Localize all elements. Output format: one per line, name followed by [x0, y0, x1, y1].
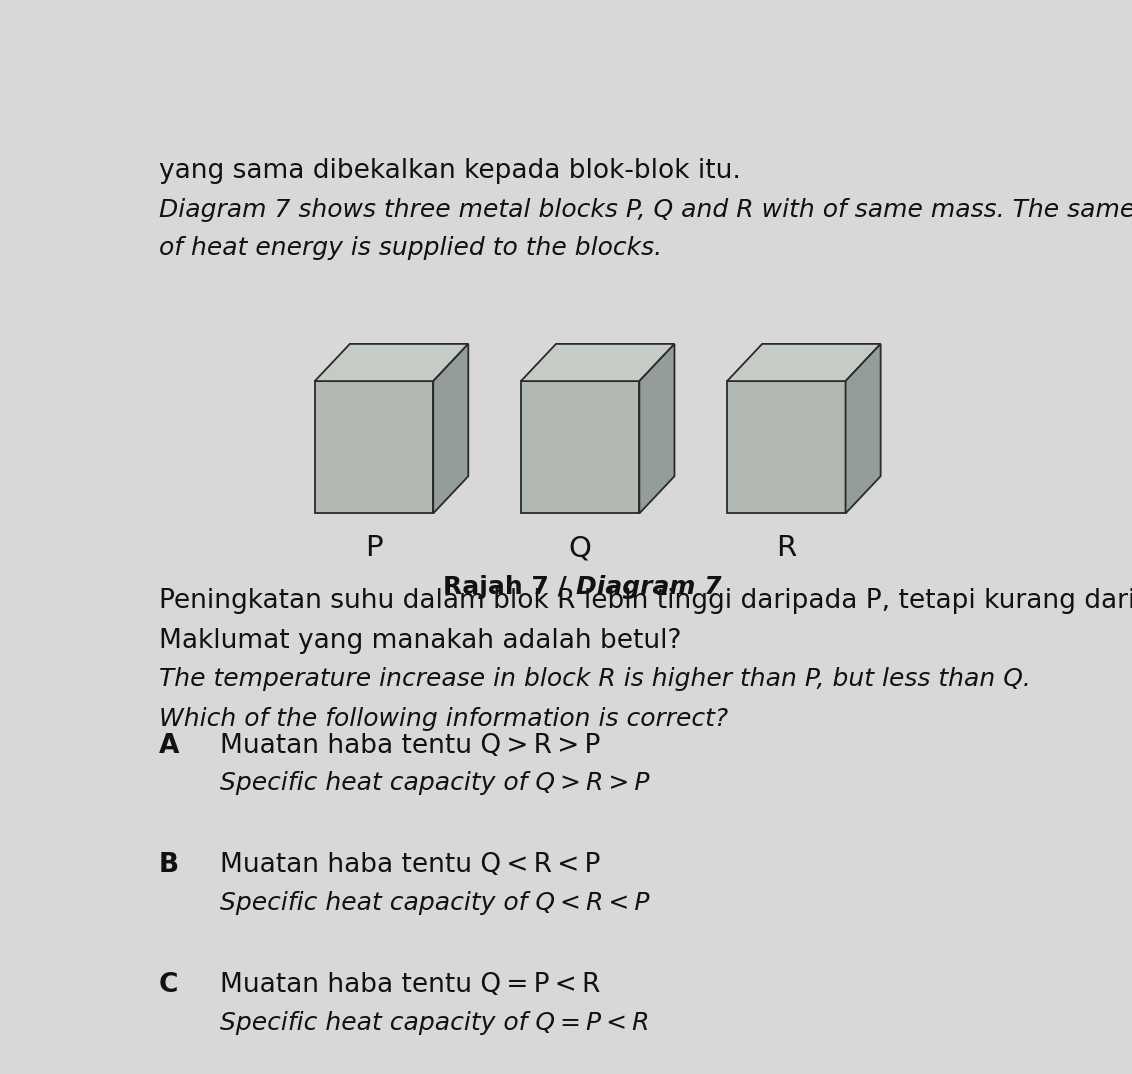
Text: of heat energy is supplied to the blocks.: of heat energy is supplied to the blocks…: [158, 236, 662, 260]
Polygon shape: [315, 381, 434, 513]
Polygon shape: [521, 381, 640, 513]
Text: P: P: [366, 534, 383, 562]
Text: Rajah 7 /: Rajah 7 /: [444, 576, 576, 599]
Text: Peningkatan suhu dalam blok R lebih tinggi daripada P, tetapi kurang daripada Q.: Peningkatan suhu dalam blok R lebih ting…: [158, 587, 1132, 614]
Text: yang sama dibekalkan kepada blok-blok itu.: yang sama dibekalkan kepada blok-blok it…: [158, 158, 741, 184]
Text: Q: Q: [568, 534, 592, 562]
Text: C: C: [158, 972, 179, 999]
Polygon shape: [640, 344, 675, 513]
Text: Diagram 7 shows three metal blocks P, Q and R with of same mass. The same amour: Diagram 7 shows three metal blocks P, Q …: [158, 198, 1132, 221]
Text: Diagram 7: Diagram 7: [576, 576, 721, 599]
Text: Which of the following information is correct?: Which of the following information is co…: [158, 707, 728, 731]
Polygon shape: [846, 344, 881, 513]
Text: Muatan haba tentu Q > R > P: Muatan haba tentu Q > R > P: [221, 732, 601, 758]
Text: Maklumat yang manakah adalah betul?: Maklumat yang manakah adalah betul?: [158, 627, 681, 654]
Polygon shape: [521, 344, 675, 381]
Polygon shape: [315, 344, 469, 381]
Polygon shape: [434, 344, 469, 513]
Polygon shape: [727, 344, 881, 381]
Text: The temperature increase in block R is higher than P, but less than Q.: The temperature increase in block R is h…: [158, 667, 1031, 692]
Text: R: R: [777, 534, 797, 562]
Polygon shape: [727, 381, 846, 513]
Text: Specific heat capacity of Q < R < P: Specific heat capacity of Q < R < P: [221, 891, 650, 915]
Text: Specific heat capacity of Q = P < R: Specific heat capacity of Q = P < R: [221, 1012, 650, 1035]
Text: Specific heat capacity of Q > R > P: Specific heat capacity of Q > R > P: [221, 771, 650, 796]
Text: Muatan haba tentu Q = P < R: Muatan haba tentu Q = P < R: [221, 972, 601, 999]
Text: Muatan haba tentu Q < R < P: Muatan haba tentu Q < R < P: [221, 853, 601, 879]
Text: A: A: [158, 732, 179, 758]
Text: B: B: [158, 853, 179, 879]
